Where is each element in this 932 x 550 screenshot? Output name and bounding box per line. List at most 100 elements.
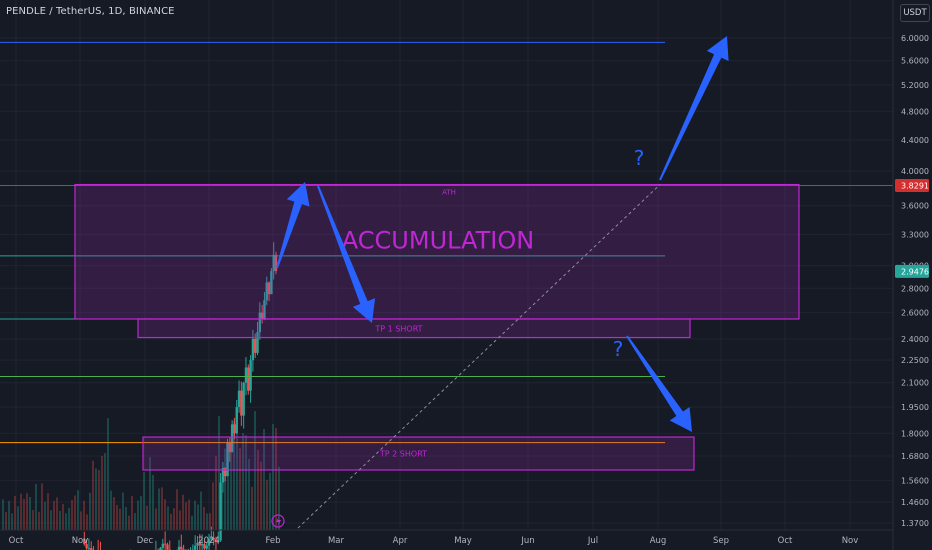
volume-bar xyxy=(206,513,208,530)
symbol-title: PENDLE / TetherUS, 1D, BINANCE xyxy=(6,6,175,17)
volume-bar xyxy=(233,421,235,530)
volume-bar xyxy=(38,511,40,530)
volume-bar xyxy=(245,435,247,530)
x-tick-label: May xyxy=(454,536,472,546)
volume-bar xyxy=(275,427,277,530)
volume-bar xyxy=(185,502,187,530)
x-tick-label: Feb xyxy=(265,536,280,546)
x-tick-label: Mar xyxy=(328,536,345,546)
x-tick-label: Sep xyxy=(713,536,729,546)
volume-bar xyxy=(104,453,106,530)
volume-bar xyxy=(137,500,139,530)
volume-bar xyxy=(236,408,238,530)
volume-bar xyxy=(257,449,259,530)
volume-bar xyxy=(266,479,268,530)
volume-bar xyxy=(80,511,82,530)
volume-bar xyxy=(53,500,55,530)
candle-body xyxy=(161,543,165,548)
volume-bar xyxy=(89,492,91,530)
volume-bar xyxy=(278,466,280,530)
tp1-short-zone xyxy=(137,318,691,339)
candle-body xyxy=(207,539,211,546)
volume-bar xyxy=(248,458,250,530)
volume-bar xyxy=(152,474,154,530)
accumulation-label: ACCUMULATION xyxy=(342,227,534,255)
volume-bar xyxy=(209,513,211,530)
volume-bar xyxy=(71,499,73,530)
volume-bar xyxy=(116,504,118,530)
y-tick-label: 1.9500 xyxy=(901,403,929,412)
candle-body xyxy=(196,542,199,546)
volume-bar xyxy=(50,510,52,530)
accumulation-zone xyxy=(74,183,800,320)
projection-dashed-line xyxy=(297,184,661,529)
volume-bar xyxy=(95,468,97,530)
volume-bar xyxy=(92,460,94,530)
volume-bar xyxy=(119,508,121,530)
volume-bar xyxy=(155,508,157,530)
x-tick-label: 2024 xyxy=(198,536,220,546)
candle-body xyxy=(254,338,257,353)
candle-body xyxy=(258,312,262,333)
volume-bar xyxy=(140,496,142,530)
volume-bar xyxy=(14,495,16,530)
volume-bar xyxy=(113,497,115,530)
volume-bar xyxy=(164,499,166,530)
volume-bar xyxy=(263,428,265,530)
volume-bar xyxy=(8,500,10,530)
candle-body xyxy=(159,547,162,550)
volume-bar xyxy=(176,489,178,530)
volume-bar xyxy=(221,490,223,530)
volume-bar xyxy=(218,416,220,530)
price-tag-0 xyxy=(895,178,929,192)
candle-body xyxy=(217,540,220,542)
volume-bar xyxy=(5,512,7,530)
volume-bar xyxy=(101,455,103,530)
x-tick-label: Nov xyxy=(842,536,859,546)
volume-bar xyxy=(128,515,130,530)
volume-bar xyxy=(251,486,253,530)
tp2-short-label: TP 2 SHORT xyxy=(379,450,427,459)
volume-bar xyxy=(149,457,151,530)
volume-bar xyxy=(191,515,193,530)
candle-body xyxy=(267,282,271,295)
candle-body xyxy=(249,360,252,391)
candle-body xyxy=(166,544,169,550)
candle-body xyxy=(163,543,167,545)
candle-body xyxy=(85,544,88,549)
volume-bar xyxy=(146,505,148,530)
y-tick-label: 3.6000 xyxy=(901,202,929,211)
y-tick-label: 2.1000 xyxy=(901,379,929,388)
candle-body xyxy=(272,254,275,272)
currency-button[interactable]: USDT xyxy=(900,4,930,22)
candle-body xyxy=(177,546,181,550)
volume-bar xyxy=(143,472,145,530)
y-tick-label: 2.2500 xyxy=(901,356,929,365)
y-tick-label: 4.8000 xyxy=(901,107,929,116)
grid-lines xyxy=(0,0,893,530)
candle-body xyxy=(233,424,236,434)
volume-bar xyxy=(77,490,79,530)
candle-body xyxy=(228,442,232,453)
volume-bar xyxy=(56,497,58,530)
x-tick-label: Oct xyxy=(9,536,24,546)
volume-bar xyxy=(239,448,241,530)
x-tick-label: Oct xyxy=(778,536,793,546)
candle-body xyxy=(247,367,250,391)
volume-bar xyxy=(197,504,199,530)
y-tick-label: 1.6800 xyxy=(901,452,929,461)
volume-bar xyxy=(23,499,25,530)
volume-bar xyxy=(26,493,28,530)
volume-bar xyxy=(200,491,202,530)
volume-bar xyxy=(131,496,133,530)
lightning-icon xyxy=(271,514,285,528)
volume-bar xyxy=(158,488,160,530)
volume-bar xyxy=(86,514,88,530)
y-tick-label: 3.3000 xyxy=(901,230,929,239)
candle-body xyxy=(235,407,238,434)
y-tick-label: 2.4000 xyxy=(901,335,929,344)
volume-bar xyxy=(269,472,271,530)
y-tick-label: 2.8000 xyxy=(901,284,929,293)
volume-bar xyxy=(110,490,112,530)
